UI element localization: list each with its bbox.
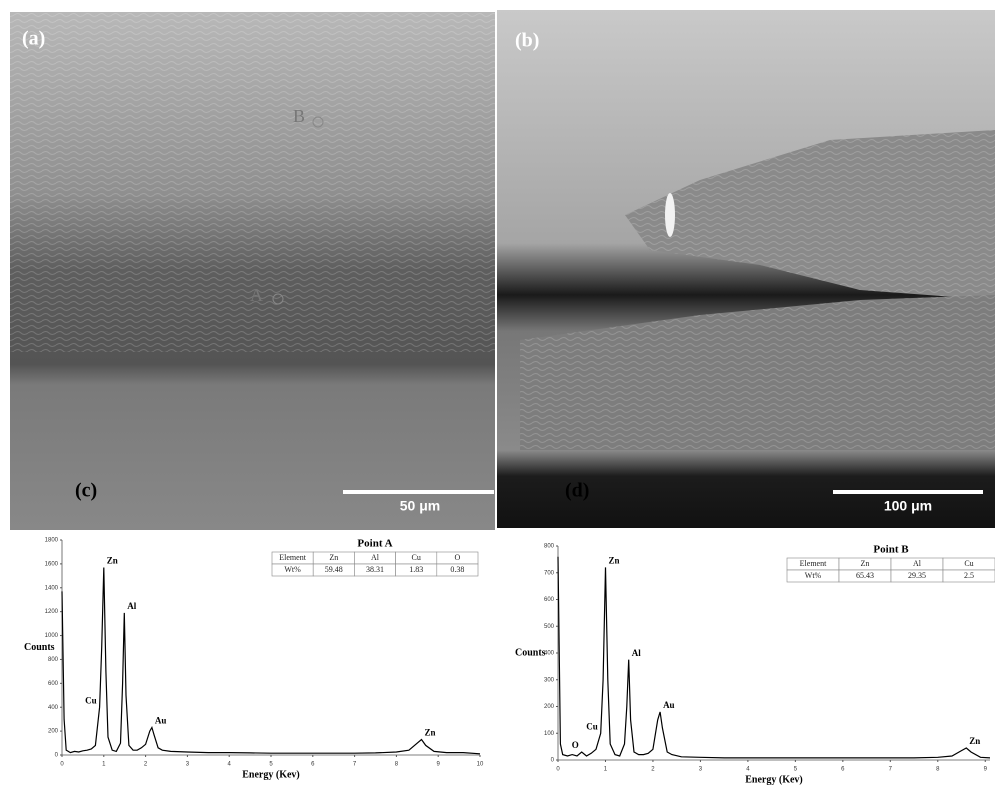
x-tick-label: 4 xyxy=(228,762,232,768)
panel-label: (b) xyxy=(515,30,539,52)
table-text: Element xyxy=(800,559,827,568)
peak-label: Zn xyxy=(608,555,619,565)
y-tick-label: 400 xyxy=(544,651,555,657)
x-axis-label: Energy (Kev) xyxy=(745,774,803,785)
y-tick-label: 800 xyxy=(544,544,555,550)
spectrum-line xyxy=(557,556,991,759)
peak-label: Cu xyxy=(85,695,97,705)
x-tick-label: 0 xyxy=(556,767,560,773)
peak-label: Al xyxy=(127,601,136,611)
x-tick-label: 0 xyxy=(60,762,64,768)
y-tick-label: 1600 xyxy=(45,561,59,567)
y-tick-label: 1000 xyxy=(45,633,59,639)
x-tick-label: 2 xyxy=(651,767,655,773)
x-tick-label: 5 xyxy=(794,767,798,773)
y-tick-label: 100 xyxy=(544,731,555,737)
table-cell xyxy=(942,569,995,583)
peak-label: Zn xyxy=(424,728,435,738)
table-text: Wt% xyxy=(284,565,301,574)
x-tick-label: 7 xyxy=(353,762,357,768)
scale-bar-label: 50 μm xyxy=(400,498,440,514)
x-tick-label: 1 xyxy=(604,767,608,773)
table-text: Zn xyxy=(861,559,870,568)
x-tick-label: 8 xyxy=(395,762,399,768)
y-tick-label: 1200 xyxy=(45,609,59,615)
table-text: Cu xyxy=(964,559,973,568)
spectrum-line xyxy=(61,567,481,755)
table-title: Point A xyxy=(357,538,392,550)
y-tick-label: 200 xyxy=(544,704,555,710)
peak-label: Zn xyxy=(107,556,118,566)
y-axis-label: Counts xyxy=(515,647,546,658)
y-tick-label: 500 xyxy=(544,624,555,630)
table-text: 59.48 xyxy=(325,565,343,574)
table-title: Point B xyxy=(873,544,909,556)
y-tick-label: 0 xyxy=(55,753,59,759)
point-marker xyxy=(312,116,324,128)
table-text: O xyxy=(455,553,461,562)
y-tick-label: 800 xyxy=(48,657,59,663)
table-text: 38.31 xyxy=(366,565,384,574)
x-tick-label: 2 xyxy=(144,762,148,768)
y-tick-label: 0 xyxy=(551,758,555,764)
y-tick-label: 600 xyxy=(544,597,555,603)
x-tick-label: 6 xyxy=(311,762,315,768)
table-text: Element xyxy=(279,553,306,562)
y-axis-label: Counts xyxy=(24,642,55,653)
x-axis-label: Energy (Kev) xyxy=(242,769,300,780)
x-tick-label: 1 xyxy=(102,762,106,768)
panel-label: (a) xyxy=(22,28,45,50)
table-text: 2.5 xyxy=(964,571,974,580)
table-text: Cu xyxy=(412,553,421,562)
x-tick-label: 8 xyxy=(936,767,940,773)
point-label: B xyxy=(293,106,305,126)
x-tick-label: 6 xyxy=(841,767,845,773)
x-tick-label: 10 xyxy=(477,762,484,768)
table-text: Al xyxy=(913,559,922,568)
table-text: Zn xyxy=(329,553,338,562)
x-tick-label: 5 xyxy=(269,762,273,768)
scale-bar-label: 100 μm xyxy=(884,498,932,514)
x-tick-label: 3 xyxy=(186,762,190,768)
y-tick-label: 600 xyxy=(48,681,59,687)
point-marker xyxy=(272,293,284,305)
table-text: 0.38 xyxy=(450,565,464,574)
y-tick-label: 200 xyxy=(48,729,59,735)
peak-label: Au xyxy=(155,716,167,726)
panel-label: (c) xyxy=(75,480,97,502)
x-tick-label: 9 xyxy=(437,762,441,768)
table-text: Wt% xyxy=(805,571,822,580)
table-text: 1.83 xyxy=(409,565,423,574)
peak-label: Al xyxy=(632,648,641,658)
x-tick-label: 4 xyxy=(746,767,750,773)
x-tick-label: 3 xyxy=(699,767,703,773)
y-tick-label: 300 xyxy=(544,677,555,683)
panel-label: (d) xyxy=(565,480,589,502)
y-tick-label: 1400 xyxy=(45,585,59,591)
table-text: 29.35 xyxy=(908,571,926,580)
sem-image-b xyxy=(497,10,995,528)
y-tick-label: 400 xyxy=(48,705,59,711)
table-text: 65.43 xyxy=(856,571,874,580)
table-cell xyxy=(436,563,479,577)
peak-label: Au xyxy=(663,700,675,710)
peak-label: Cu xyxy=(586,721,598,731)
sem-image-a xyxy=(10,12,495,530)
peak-label: Zn xyxy=(969,736,980,746)
point-label: A xyxy=(250,285,263,305)
x-tick-label: 7 xyxy=(889,767,893,773)
table-text: Al xyxy=(371,553,380,562)
x-tick-label: 9 xyxy=(984,767,988,773)
y-tick-label: 700 xyxy=(544,570,555,576)
y-tick-label: 1800 xyxy=(45,538,59,544)
peak-label: O xyxy=(572,740,579,750)
